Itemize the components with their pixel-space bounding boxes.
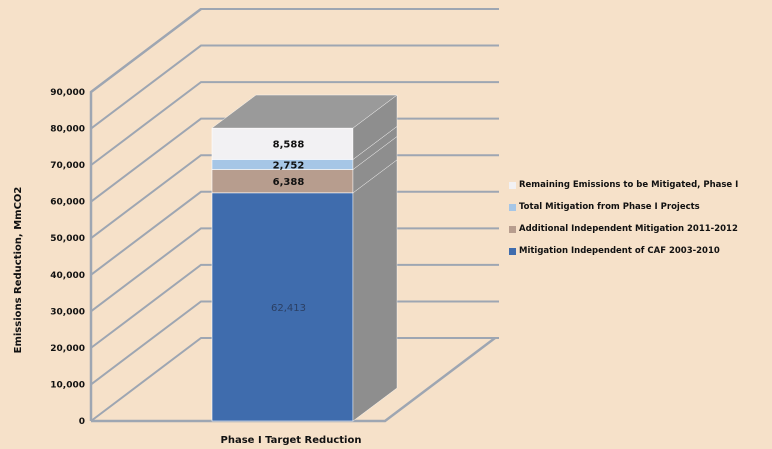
gridlines [90, 8, 499, 422]
legend-item: Remaining Emissions to be Mitigated, Pha… [509, 174, 769, 196]
bar-segment [211, 192, 354, 422]
data-label: 6,388 [273, 177, 305, 188]
gridline [90, 337, 499, 422]
data-labels: 62,413 6,388 2,752 8,588 [271, 140, 306, 314]
gridline [90, 117, 499, 203]
bar-side-face [352, 159, 398, 422]
gridline [90, 263, 499, 349]
y-tick-label: 0 [79, 417, 85, 427]
gridline [90, 8, 499, 93]
legend-item: Mitigation Independent of CAF 2003-2010 [509, 240, 769, 262]
legend-swatch [509, 181, 516, 189]
gridline [90, 44, 499, 130]
data-label: 62,413 [271, 303, 306, 314]
x-axis-label: Phase I Target Reduction [221, 435, 362, 446]
gridline [90, 154, 499, 240]
legend-label: Total Mitigation from Phase I Projects [519, 202, 700, 212]
legend-swatch [509, 225, 516, 233]
y-tick-label: 40,000 [50, 271, 85, 281]
bar-top-face [211, 94, 398, 129]
y-tick-label: 10,000 [50, 380, 85, 390]
y-tick-label: 50,000 [50, 234, 85, 244]
legend-swatch [509, 203, 516, 211]
y-tick-label: 80,000 [50, 125, 85, 135]
legend-label: Additional Independent Mitigation 2011-2… [519, 224, 738, 234]
data-label: 2,752 [273, 160, 305, 171]
legend-swatch [509, 247, 516, 255]
legend-item: Total Mitigation from Phase I Projects [509, 196, 769, 218]
y-tick-labels: 0 10,000 20,000 30,000 40,000 50,000 60,000 70,… [50, 88, 85, 427]
legend-item: Additional Independent Mitigation 2011-2… [509, 218, 769, 240]
left-wall-edge [89, 8, 202, 421]
y-tick-label: 60,000 [50, 198, 85, 208]
legend-label: Mitigation Independent of CAF 2003-2010 [519, 246, 720, 256]
y-axis-label: Emissions Reduction, MmCO2 [13, 187, 24, 354]
gridline [90, 300, 499, 386]
data-label: 8,588 [273, 140, 305, 151]
y-tick-label: 90,000 [50, 88, 85, 98]
y-tick-label: 20,000 [50, 344, 85, 354]
legend-label: Remaining Emissions to be Mitigated, Pha… [519, 180, 739, 190]
bar-stack [211, 94, 398, 422]
floor-edge [91, 337, 496, 423]
gridline [90, 81, 499, 166]
bar-segment [211, 127, 354, 160]
chart-legend: Remaining Emissions to be Mitigated, Pha… [509, 174, 769, 262]
y-tick-label: 30,000 [50, 307, 85, 317]
gridline [90, 227, 499, 313]
y-tick-label: 70,000 [50, 161, 85, 171]
gridline [90, 190, 499, 276]
